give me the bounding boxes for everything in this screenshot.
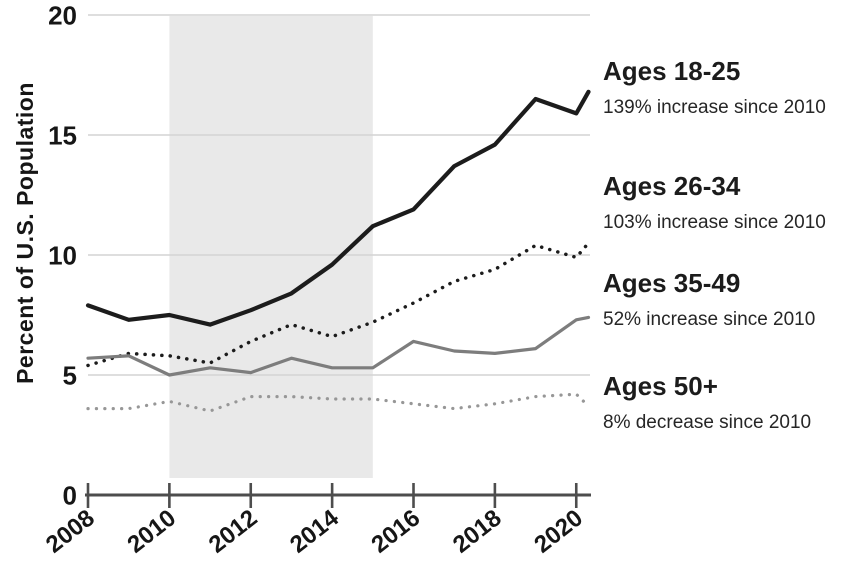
x-tick-label-2008: 2008 — [41, 504, 100, 558]
legend-series-annotation: 8% decrease since 2010 — [603, 412, 812, 433]
y-tick-label-15: 15 — [48, 120, 77, 150]
y-axis-title: Percent of U.S. Population — [12, 82, 38, 384]
legend-entry-ages-35-49: Ages 35-49 52% increase since 2010 — [603, 268, 851, 331]
series-line-ages-18-25 — [85, 89, 591, 327]
y-tick-label-10: 10 — [48, 240, 77, 270]
legend-entry-ages-26-34: Ages 26-34 103% increase since 2010 — [603, 171, 851, 234]
shaded-band-layer — [169, 16, 373, 478]
axis-layer — [85, 483, 591, 508]
x-tick-label-2018: 2018 — [448, 504, 507, 558]
legend-series-title: Ages 50+ — [603, 371, 718, 401]
legend-series-title: Ages 35-49 — [603, 268, 741, 298]
legend-series-annotation: 52% increase since 2010 — [603, 309, 816, 330]
series-layer — [85, 89, 591, 413]
x-tick-label-2010: 2010 — [122, 504, 181, 558]
legend-series-annotation: 139% increase since 2010 — [603, 97, 826, 118]
y-tick-label-5: 5 — [63, 360, 77, 390]
x-tick-label-2016: 2016 — [366, 504, 425, 558]
shaded-band — [169, 16, 373, 478]
series-line-ages-50 — [86, 392, 591, 413]
legend: Ages 18-25 139% increase since 2010 Ages… — [603, 0, 851, 576]
y-tick-label-0: 0 — [63, 480, 77, 510]
legend-entry-ages-18-25: Ages 18-25 139% increase since 2010 — [603, 56, 851, 119]
series-line-ages-26-34 — [86, 241, 591, 368]
legend-series-title: Ages 18-25 — [603, 56, 741, 86]
x-tick-label-2020: 2020 — [529, 504, 588, 558]
y-tick-label-20: 20 — [48, 0, 77, 30]
x-tick-label-2014: 2014 — [285, 504, 344, 559]
legend-series-annotation: 103% increase since 2010 — [603, 212, 826, 233]
legend-entry-ages-50-plus: Ages 50+ 8% decrease since 2010 — [603, 371, 851, 434]
legend-series-title: Ages 26-34 — [603, 171, 741, 201]
x-tick-label-2012: 2012 — [204, 504, 263, 558]
series-line-ages-35-49 — [86, 315, 591, 377]
